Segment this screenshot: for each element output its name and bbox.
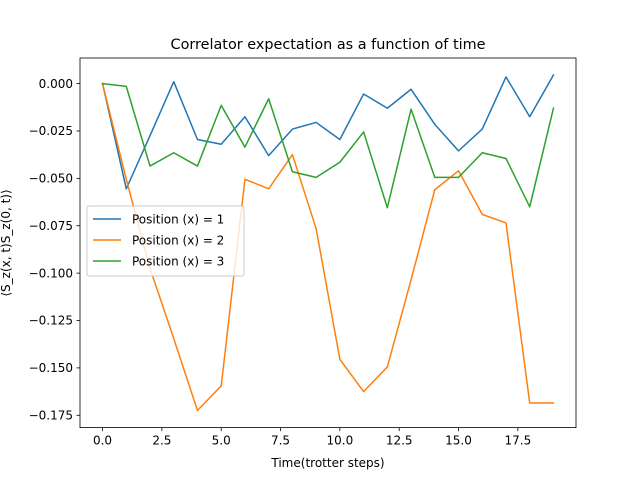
x-tick-label: 10.0	[327, 434, 354, 448]
y-tick-label: −0.150	[29, 361, 73, 375]
x-axis: 0.0 2.5 5.0 7.5 10.0 12.5 15.0 17.5	[93, 427, 531, 448]
y-axis: 0.000 −0.025 −0.050 −0.075 −0.100 −0.125 −0.15…	[29, 77, 80, 422]
legend-label-3: Position (x) = 3	[132, 254, 224, 268]
y-tick-label: −0.100	[29, 266, 73, 280]
plot-area	[79, 57, 577, 429]
plot-frame	[79, 57, 577, 429]
y-tick-label: −0.075	[29, 219, 73, 233]
legend: Position (x) = 1 Position (x) = 2 Position…	[86, 205, 245, 277]
legend-box	[86, 205, 245, 277]
x-tick-label: 7.5	[271, 434, 290, 448]
legend-label-2: Position (x) = 2	[132, 233, 224, 247]
x-tick-label: 15.0	[445, 434, 472, 448]
series-line-2	[101, 82, 555, 412]
series-line-1	[101, 74, 555, 190]
x-tick-label: 2.5	[152, 434, 171, 448]
x-tick-label: 5.0	[212, 434, 231, 448]
x-tick-label: 17.5	[504, 434, 531, 448]
series-line-3	[101, 82, 555, 209]
y-tick-label: −0.050	[29, 172, 73, 186]
y-tick-label: −0.025	[29, 124, 73, 138]
y-axis-label: ⟨S_z(x, t)S_z(0, t)⟩	[0, 189, 13, 296]
y-tick-label: −0.125	[29, 314, 73, 328]
x-axis-label: Time(trotter steps)	[270, 456, 384, 470]
y-tick-label: −0.175	[29, 408, 73, 422]
chart-title: Correlator expectation as a function of …	[171, 37, 486, 53]
y-tick-label: 0.000	[39, 77, 73, 91]
x-tick-label: 12.5	[386, 434, 413, 448]
x-tick-label: 0.0	[93, 434, 112, 448]
series-layer	[101, 74, 555, 412]
legend-label-1: Position (x) = 1	[132, 212, 224, 226]
